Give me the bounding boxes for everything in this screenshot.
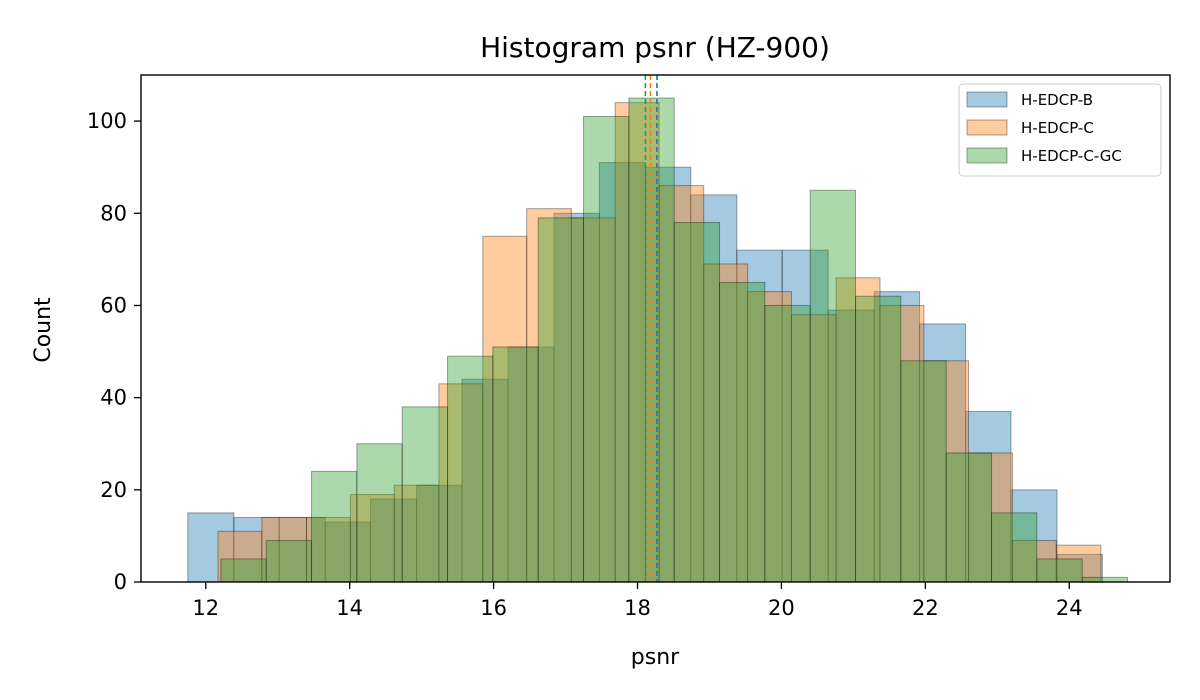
histogram-bar <box>658 185 705 583</box>
histogram-bar <box>1010 489 1058 583</box>
histogram-bar <box>401 406 449 583</box>
histogram-bar <box>570 217 616 583</box>
histogram-bar <box>278 516 326 583</box>
histogram-bar <box>855 295 902 583</box>
y-axis-label: Count <box>31 297 56 363</box>
histogram-bar <box>233 516 280 583</box>
histogram-bar <box>261 516 308 583</box>
legend-label: H-EDCP-C <box>1021 119 1094 137</box>
histogram-bar <box>537 217 585 583</box>
histogram-bar <box>526 208 572 583</box>
histogram-bar <box>673 221 721 583</box>
x-tick-label: 20 <box>768 596 795 620</box>
y-axis-ticks: 0 20 40 60 80 100 <box>87 109 141 594</box>
y-tick-label: 100 <box>87 109 127 133</box>
histogram-bar <box>598 162 646 583</box>
y-tick-label: 40 <box>100 386 127 410</box>
histogram-bar <box>1056 553 1103 583</box>
histogram-bar <box>835 277 881 583</box>
histogram-bar <box>628 97 675 583</box>
histogram-bar <box>1036 558 1083 583</box>
histogram-bar <box>306 516 351 583</box>
x-tick-label: 12 <box>192 596 219 620</box>
histogram-bar <box>827 309 875 583</box>
histogram-bar <box>187 512 235 583</box>
bars-layer <box>187 97 1129 583</box>
legend-swatch <box>966 91 1008 108</box>
x-axis-label: psnr <box>631 645 680 670</box>
legend-swatch <box>966 147 1008 164</box>
y-tick-label: 80 <box>100 201 127 225</box>
histogram-bar <box>1011 540 1057 583</box>
histogram-bar <box>781 249 829 583</box>
legend-box <box>958 83 1162 177</box>
series-2-bars <box>220 97 1129 583</box>
histogram-bar <box>492 346 539 583</box>
histogram-bar <box>873 291 921 583</box>
histogram-bar <box>311 470 358 583</box>
histogram-bar <box>217 530 263 583</box>
x-tick-label: 22 <box>912 596 939 620</box>
x-tick-label: 24 <box>1056 596 1083 620</box>
x-tick-label: 18 <box>624 596 651 620</box>
histogram-bar <box>265 540 313 583</box>
legend-swatch <box>966 119 1008 136</box>
histogram-bar <box>482 235 528 583</box>
histogram-bar <box>1055 544 1102 583</box>
histogram-bar <box>879 304 925 583</box>
histogram-bar <box>690 194 738 583</box>
legend: H-EDCP-B H-EDCP-C H-EDCP-C-GC <box>958 83 1162 177</box>
histogram-bar <box>736 249 783 583</box>
series-1-bars <box>217 102 1102 583</box>
histogram-bar <box>507 346 555 583</box>
histogram-bar <box>945 452 993 583</box>
histogram-bar <box>719 281 766 583</box>
histogram-bar <box>393 484 440 583</box>
histogram-bar <box>965 410 1012 583</box>
histogram-bar <box>919 323 967 583</box>
histogram-bar <box>461 378 509 583</box>
histogram-bar <box>703 263 749 583</box>
plot-frame <box>140 74 1171 583</box>
legend-label: H-EDCP-C-GC <box>1021 147 1122 165</box>
histogram-bar <box>438 383 484 583</box>
x-tick-label: 14 <box>336 596 363 620</box>
histogram-bar <box>220 558 267 583</box>
histogram-bar <box>614 102 660 583</box>
histogram-bar <box>900 360 947 583</box>
chart-title: Histogram psnr (HZ-900) <box>480 31 830 64</box>
y-tick-label: 60 <box>100 293 127 317</box>
histogram-bar <box>553 212 600 583</box>
histogram-bar <box>356 443 403 583</box>
legend-items: H-EDCP-B H-EDCP-C H-EDCP-C-GC <box>966 91 1122 165</box>
series-0-bars <box>187 162 1103 583</box>
histogram-bar <box>764 304 811 583</box>
x-tick-label: 16 <box>480 596 507 620</box>
histogram-bar <box>809 189 857 583</box>
mean-lines-layer <box>644 75 658 582</box>
y-tick-label: 0 <box>114 570 127 594</box>
histogram-bar <box>991 512 1038 583</box>
histogram-bar <box>447 355 494 583</box>
x-axis-ticks: 12 14 16 18 20 22 24 <box>192 582 1083 620</box>
y-tick-label: 20 <box>100 478 127 502</box>
legend-label: H-EDCP-B <box>1021 91 1093 109</box>
histogram-bar <box>583 115 630 583</box>
histogram-bar <box>791 314 837 583</box>
histogram-bar <box>968 452 1013 583</box>
histogram-bar <box>349 493 395 583</box>
